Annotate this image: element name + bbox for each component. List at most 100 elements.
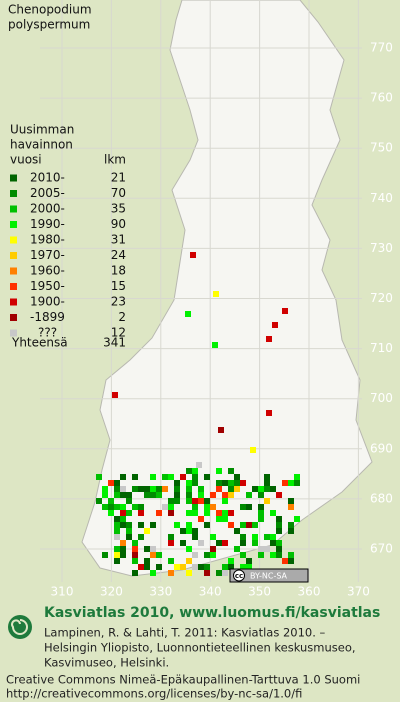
citation: Kasvimuseo, Helsinki.: [44, 656, 169, 670]
northing-label: 710: [370, 341, 393, 355]
record-square: [228, 468, 234, 474]
record-square: [204, 498, 210, 504]
record-square: [174, 522, 180, 528]
record-square: [204, 474, 210, 480]
record-square: [132, 474, 138, 480]
record-square: [186, 546, 192, 552]
record-square: [228, 492, 234, 498]
record-square: [126, 522, 132, 528]
record-square: [258, 492, 264, 498]
record-square: [266, 336, 272, 342]
record-square: [126, 510, 132, 516]
record-square: [264, 486, 270, 492]
logo-spiral: [11, 619, 28, 635]
record-square: [150, 570, 156, 576]
record-square: [120, 540, 126, 546]
legend-label: 1980-: [30, 233, 65, 247]
record-square: [264, 498, 270, 504]
legend-swatch: [10, 329, 17, 337]
record-square: [162, 486, 168, 492]
record-square: [222, 480, 228, 486]
record-square: [150, 474, 156, 480]
record-square: [96, 474, 102, 480]
record-square: [180, 564, 186, 570]
species-name: Chenopodium: [8, 3, 92, 17]
record-square: [258, 516, 264, 522]
easting-label: 320: [100, 585, 123, 599]
record-square: [282, 558, 288, 564]
record-square: [168, 510, 174, 516]
license-url: http://creativecommons.org/licenses/by-n…: [6, 687, 302, 701]
record-square: [270, 510, 276, 516]
record-square: [204, 522, 210, 528]
legend-total-label: Yhteensä: [11, 336, 68, 350]
record-square: [288, 522, 294, 528]
record-square: [240, 534, 246, 540]
record-square: [213, 291, 219, 297]
record-square: [180, 474, 186, 480]
legend-label: 2005-: [30, 186, 65, 200]
record-square: [222, 516, 228, 522]
legend-label: -1899: [30, 310, 65, 324]
record-square: [150, 522, 156, 528]
record-square: [186, 558, 192, 564]
record-square: [102, 504, 108, 510]
legend-count: 21: [111, 171, 126, 185]
record-square: [112, 392, 118, 398]
record-square: [190, 252, 196, 258]
record-square: [138, 504, 144, 510]
legend-label: 1900-: [30, 295, 65, 309]
record-square: [114, 558, 120, 564]
record-square: [186, 510, 192, 516]
record-square: [240, 504, 246, 510]
legend-count: 18: [111, 264, 126, 278]
legend-label: 2000-: [30, 202, 65, 216]
legend-count: 35: [111, 202, 126, 216]
record-square: [144, 486, 150, 492]
logo: [8, 615, 32, 639]
legend-swatch: [10, 190, 17, 197]
legend-count: 31: [111, 233, 126, 247]
record-square: [144, 528, 150, 534]
record-square: [150, 492, 156, 498]
record-square: [168, 558, 174, 564]
northing-label: 670: [370, 542, 393, 556]
record-square: [258, 552, 264, 558]
record-square: [120, 552, 126, 558]
record-square: [218, 427, 224, 433]
legend-swatch: [10, 283, 17, 290]
record-square: [246, 504, 252, 510]
legend-swatch: [10, 236, 17, 244]
record-square: [216, 480, 222, 486]
legend-label: 1960-: [30, 264, 65, 278]
legend-count: 90: [111, 217, 126, 231]
record-square: [186, 522, 192, 528]
badge-text: BY-NC-SA: [250, 572, 288, 581]
record-square: [276, 540, 282, 546]
record-square: [144, 492, 150, 498]
legend-label: 1970-: [30, 248, 65, 262]
record-square: [150, 552, 156, 558]
record-square: [186, 570, 192, 576]
northing-label: 770: [370, 41, 393, 55]
record-square: [162, 474, 168, 480]
record-square: [264, 534, 270, 540]
record-square: [276, 528, 282, 534]
record-square: [180, 528, 186, 534]
record-square: [102, 486, 108, 492]
record-square: [252, 540, 258, 546]
record-square: [114, 504, 120, 510]
record-square: [276, 516, 282, 522]
record-square: [174, 498, 180, 504]
record-square: [138, 522, 144, 528]
record-square: [288, 552, 294, 558]
legend-header: Uusimman: [10, 123, 74, 137]
record-square: [192, 552, 198, 558]
record-square: [294, 474, 300, 480]
easting-label: 340: [199, 585, 222, 599]
legend-label: 1950-: [30, 279, 65, 293]
record-square: [228, 480, 234, 486]
badge-cc: cc: [235, 572, 243, 580]
easting-label: 370: [347, 585, 370, 599]
record-square: [222, 498, 228, 504]
